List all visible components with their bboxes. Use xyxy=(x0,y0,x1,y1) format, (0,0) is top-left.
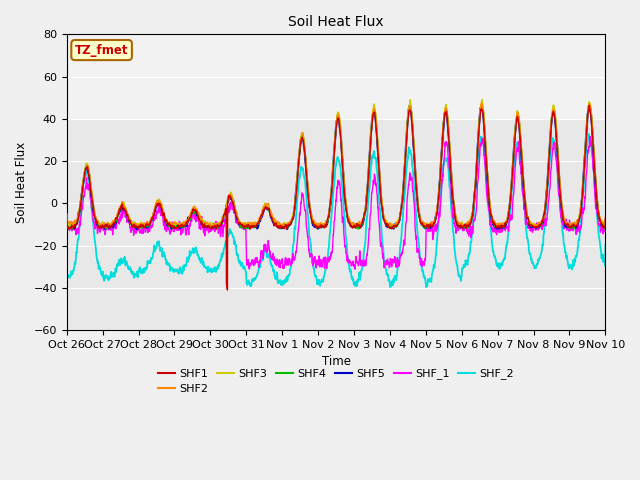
SHF4 xyxy=(351,224,359,229)
SHF3 xyxy=(570,220,577,226)
SHF_1 xyxy=(602,215,609,220)
SHF2 xyxy=(103,224,111,230)
SHF3 xyxy=(364,186,371,192)
SHF_2 xyxy=(387,284,394,290)
Line: SHF3: SHF3 xyxy=(67,99,605,227)
SHF_2 xyxy=(351,280,359,286)
SHF2 xyxy=(352,221,360,227)
SHF5 xyxy=(493,225,500,230)
SHF1 xyxy=(493,224,500,230)
SHF3 xyxy=(132,224,140,230)
SHF_1 xyxy=(63,216,70,222)
SHF4 xyxy=(493,222,500,228)
SHF_1 xyxy=(352,256,360,262)
SHF5 xyxy=(586,102,593,108)
SHF1 xyxy=(554,157,562,163)
SHF3 xyxy=(213,220,221,226)
Bar xyxy=(67,35,605,119)
SHF5 xyxy=(352,223,360,228)
SHF_2 xyxy=(585,131,593,137)
SHF5 xyxy=(63,212,70,218)
SHF2 xyxy=(63,211,70,217)
SHF_2 xyxy=(213,266,221,272)
SHF3 xyxy=(63,212,70,217)
SHF5 xyxy=(364,187,371,192)
SHF1 xyxy=(213,223,221,229)
SHF_1 xyxy=(213,223,221,229)
SHF2 xyxy=(493,221,500,227)
SHF3 xyxy=(478,96,486,102)
SHF1 xyxy=(223,287,231,293)
SHF2 xyxy=(554,157,562,163)
SHF1 xyxy=(602,218,609,224)
SHF4 xyxy=(213,223,221,229)
SHF2 xyxy=(477,100,485,106)
SHF4 xyxy=(554,155,562,161)
SHF5 xyxy=(569,223,577,229)
SHF_2 xyxy=(554,172,562,178)
SHF4 xyxy=(570,227,578,232)
SHF_2 xyxy=(602,242,609,248)
Legend: SHF1, SHF2, SHF3, SHF4, SHF5, SHF_1, SHF_2: SHF1, SHF2, SHF3, SHF4, SHF5, SHF_1, SHF… xyxy=(154,364,518,398)
Title: Soil Heat Flux: Soil Heat Flux xyxy=(288,15,384,29)
SHF5 xyxy=(554,156,562,162)
SHF4 xyxy=(63,212,70,218)
Line: SHF4: SHF4 xyxy=(67,104,605,229)
Y-axis label: Soil Heat Flux: Soil Heat Flux xyxy=(15,142,28,223)
SHF5 xyxy=(283,226,291,232)
Line: SHF1: SHF1 xyxy=(67,105,605,290)
SHF2 xyxy=(570,221,577,227)
Line: SHF_2: SHF_2 xyxy=(67,134,605,287)
SHF1 xyxy=(364,186,371,192)
SHF_2 xyxy=(63,246,70,252)
SHF2 xyxy=(602,215,609,220)
SHF_1 xyxy=(569,228,577,233)
SHF_1 xyxy=(554,181,562,187)
SHF1 xyxy=(569,223,577,229)
SHF_1 xyxy=(364,250,371,256)
SHF4 xyxy=(406,101,414,107)
SHF3 xyxy=(602,217,609,223)
SHF3 xyxy=(554,155,562,161)
SHF_2 xyxy=(569,259,577,265)
Line: SHF5: SHF5 xyxy=(67,105,605,229)
SHF3 xyxy=(352,222,360,228)
SHF5 xyxy=(213,223,221,229)
SHF1 xyxy=(352,225,360,230)
Line: SHF_1: SHF_1 xyxy=(67,136,605,269)
SHF_1 xyxy=(586,133,594,139)
SHF_2 xyxy=(493,262,500,267)
Text: TZ_fmet: TZ_fmet xyxy=(75,44,129,57)
SHF2 xyxy=(364,186,371,192)
SHF4 xyxy=(602,219,609,225)
SHF4 xyxy=(569,224,577,230)
SHF_1 xyxy=(351,266,359,272)
SHF1 xyxy=(586,102,593,108)
SHF_1 xyxy=(493,232,500,238)
SHF4 xyxy=(364,189,371,195)
SHF3 xyxy=(493,223,500,228)
SHF5 xyxy=(602,218,609,224)
SHF1 xyxy=(63,212,70,218)
X-axis label: Time: Time xyxy=(321,355,351,369)
SHF2 xyxy=(213,222,221,228)
SHF_2 xyxy=(364,213,371,218)
Line: SHF2: SHF2 xyxy=(67,103,605,227)
